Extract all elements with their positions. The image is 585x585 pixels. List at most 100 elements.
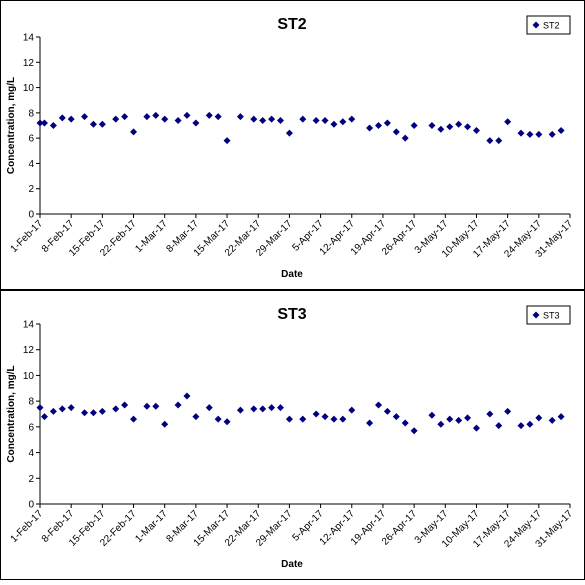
- data-point: [366, 124, 374, 132]
- data-point: [486, 137, 494, 145]
- data-point: [121, 401, 129, 409]
- y-tick-label: 4: [28, 448, 34, 459]
- data-point: [192, 119, 200, 127]
- data-point: [383, 407, 391, 415]
- data-point: [214, 113, 222, 121]
- data-point: [437, 420, 445, 428]
- data-point: [486, 410, 494, 418]
- data-point: [472, 424, 480, 432]
- y-tick-label: 14: [23, 320, 35, 331]
- legend-marker: [532, 21, 540, 29]
- data-point: [374, 401, 382, 409]
- data-point: [428, 122, 436, 129]
- data-point: [348, 406, 356, 414]
- data-point: [205, 404, 213, 412]
- data-point: [410, 122, 418, 129]
- data-point: [268, 404, 276, 412]
- data-point: [81, 409, 89, 417]
- data-point: [401, 419, 409, 427]
- data-point: [89, 409, 97, 417]
- chart-frame: [0, 290, 585, 580]
- legend-box: [526, 15, 571, 35]
- data-point: [495, 422, 503, 430]
- data-point: [366, 419, 374, 427]
- y-tick-label: 6: [28, 422, 34, 433]
- data-point: [192, 413, 200, 421]
- data-point: [428, 411, 436, 419]
- data-point: [36, 119, 44, 127]
- data-point: [535, 414, 543, 422]
- data-point: [472, 127, 480, 135]
- data-point: [67, 115, 75, 123]
- y-tick-label: 2: [28, 474, 34, 485]
- data-point: [121, 113, 129, 121]
- chart-title: ST2: [277, 16, 306, 33]
- data-point: [223, 418, 231, 426]
- data-point: [250, 405, 258, 413]
- y-tick-label: 0: [28, 500, 34, 511]
- data-point: [455, 416, 463, 424]
- data-point: [548, 130, 556, 138]
- chart-frame: [0, 0, 585, 290]
- data-point: [495, 137, 503, 145]
- data-point: [112, 405, 120, 413]
- data-point: [437, 125, 445, 133]
- data-point: [58, 114, 66, 122]
- data-point: [330, 415, 338, 423]
- y-tick-label: 2: [28, 184, 34, 195]
- data-point: [49, 407, 57, 415]
- data-point: [383, 119, 391, 127]
- data-point: [67, 404, 75, 412]
- y-tick-label: 10: [23, 371, 35, 382]
- data-point: [183, 111, 191, 119]
- data-point: [446, 123, 454, 131]
- chart-panel-1: ST2024681012141-Feb-178-Feb-1715-Feb-172…: [0, 0, 585, 290]
- y-tick-label: 4: [28, 159, 34, 170]
- data-point: [277, 116, 285, 124]
- data-point: [143, 402, 151, 410]
- data-point: [112, 115, 120, 123]
- data-point: [312, 410, 320, 418]
- data-point: [285, 129, 293, 137]
- legend-label: ST3: [543, 311, 560, 321]
- data-point: [236, 406, 244, 414]
- data-point: [517, 422, 525, 430]
- x-axis-title: Date: [281, 559, 303, 570]
- data-point: [321, 116, 329, 124]
- x-axis-title: Date: [281, 269, 303, 280]
- data-point: [339, 118, 347, 126]
- y-tick-label: 8: [28, 108, 34, 119]
- data-point: [446, 415, 454, 423]
- data-point: [152, 111, 160, 119]
- data-point: [535, 130, 543, 138]
- data-point: [526, 420, 534, 428]
- y-tick-label: 14: [23, 33, 35, 44]
- data-point: [49, 122, 57, 129]
- data-point: [557, 127, 565, 135]
- legend: ST3: [526, 305, 571, 325]
- y-tick-label: 12: [23, 58, 35, 69]
- data-point: [392, 413, 400, 421]
- data-point: [312, 116, 320, 124]
- data-point: [214, 415, 222, 423]
- data-point: [299, 115, 307, 123]
- y-tick-label: 6: [28, 134, 34, 145]
- data-point: [98, 407, 106, 415]
- data-point: [410, 427, 418, 435]
- data-point: [89, 120, 97, 128]
- data-point: [299, 415, 307, 423]
- data-point: [517, 129, 525, 137]
- data-point: [223, 137, 231, 145]
- data-point: [130, 415, 138, 423]
- data-point: [161, 420, 169, 428]
- y-axis-title: Concentration, mg/L: [6, 365, 17, 462]
- data-point: [183, 392, 191, 400]
- chart-panel-2: ST3024681012141-Feb-178-Feb-1715-Feb-172…: [0, 290, 585, 580]
- y-tick-label: 8: [28, 397, 34, 408]
- data-point: [130, 128, 138, 136]
- data-point: [250, 115, 258, 123]
- legend: ST2: [526, 15, 571, 35]
- data-point: [464, 123, 472, 131]
- data-point: [259, 405, 267, 413]
- y-axis-title: Concentration, mg/L: [6, 77, 17, 174]
